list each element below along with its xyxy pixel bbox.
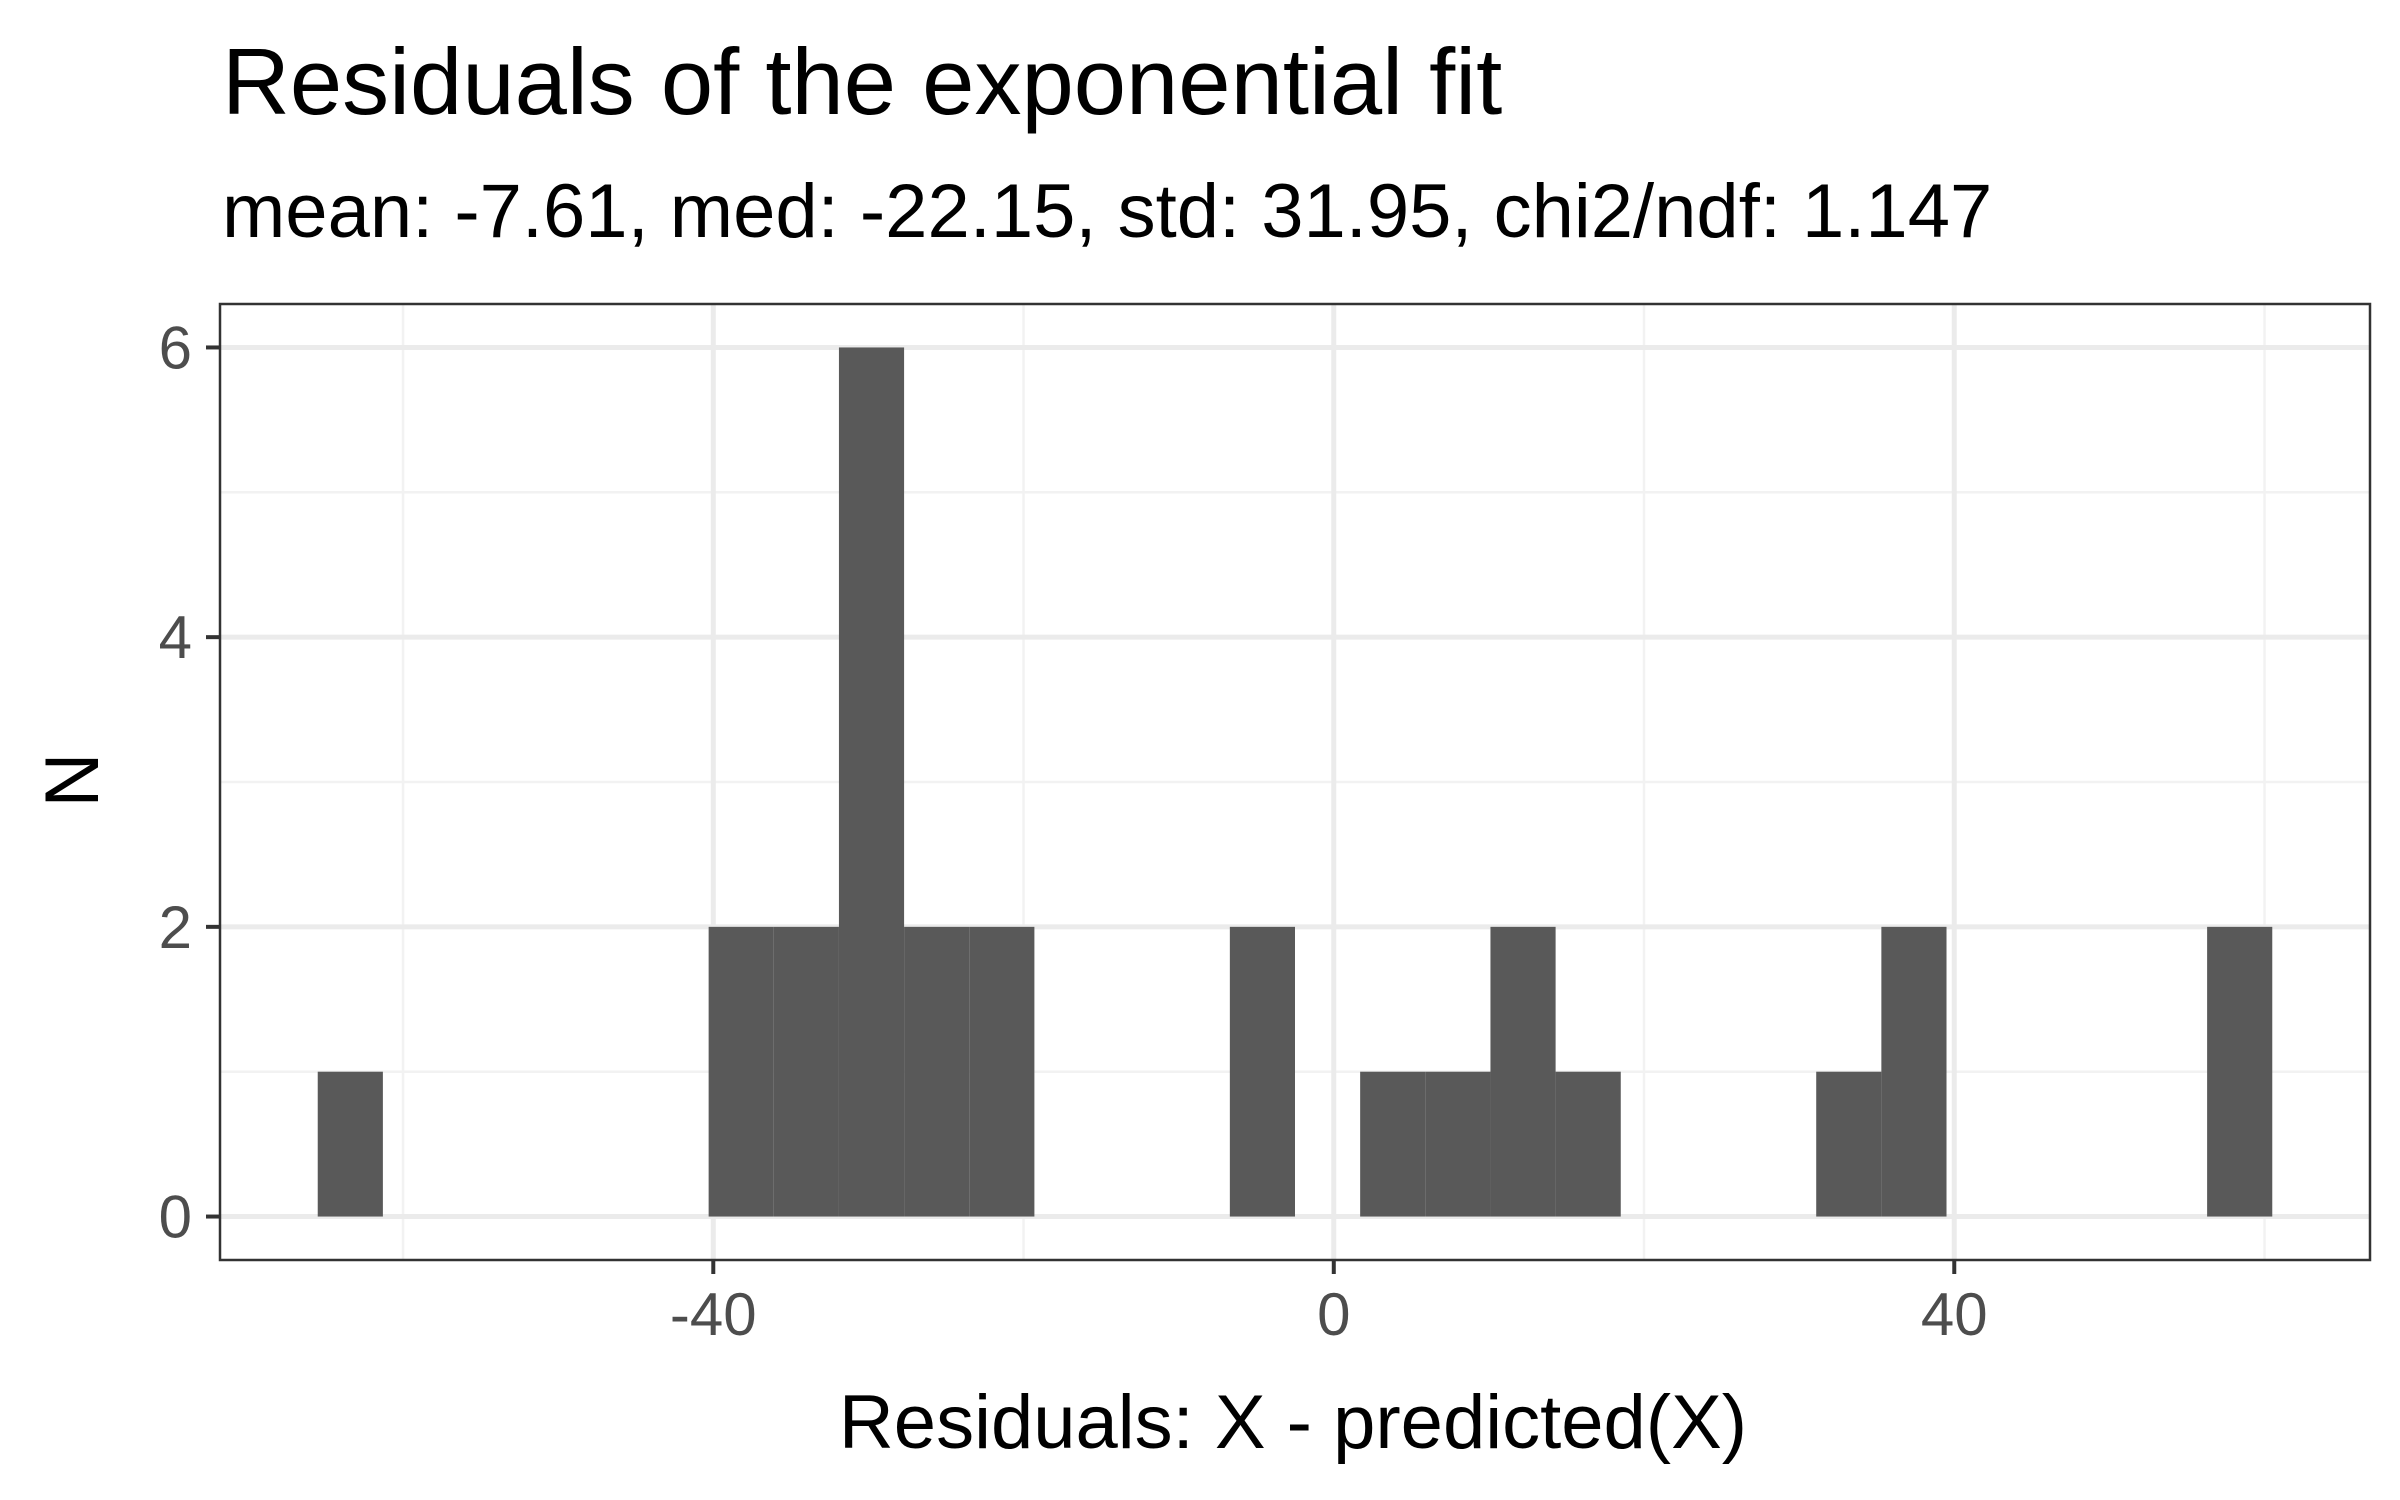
y-axis-title: N: [30, 753, 115, 808]
histogram-bar: [2207, 926, 2273, 1217]
bar-layer: [317, 347, 2273, 1217]
axis-layer: -40 0 40 0 2 4 6: [159, 314, 1988, 1348]
x-tick-label: 40: [1921, 1281, 1988, 1348]
y-tick-label: 4: [159, 604, 192, 671]
histogram-bar: [1360, 1071, 1426, 1217]
histogram-bar: [1881, 926, 1947, 1217]
histogram-bar: [1816, 1071, 1882, 1217]
x-axis-title: Residuals: X - predicted(X): [839, 1380, 1747, 1465]
y-tick-label: 2: [159, 894, 192, 961]
histogram-bar: [1490, 926, 1556, 1217]
histogram-bar: [1229, 926, 1295, 1217]
chart-subtitle: mean: -7.61, med: -22.15, std: 31.95, ch…: [222, 169, 1993, 254]
histogram-bar: [838, 347, 905, 1217]
histogram-bar: [1555, 1071, 1621, 1217]
y-tick-label: 6: [159, 314, 192, 381]
histogram-bar: [904, 926, 970, 1217]
panel-border: [218, 302, 2372, 1262]
histogram-bar: [708, 926, 774, 1217]
histogram-bar: [317, 1071, 383, 1217]
histogram-bar: [969, 926, 1035, 1217]
histogram-bar: [773, 926, 839, 1217]
chart-title: Residuals of the exponential fit: [222, 29, 1503, 134]
y-tick-label: 0: [159, 1184, 192, 1251]
x-tick-label: -40: [670, 1281, 757, 1348]
x-tick-label: 0: [1317, 1281, 1350, 1348]
histogram-bar: [1425, 1071, 1491, 1217]
